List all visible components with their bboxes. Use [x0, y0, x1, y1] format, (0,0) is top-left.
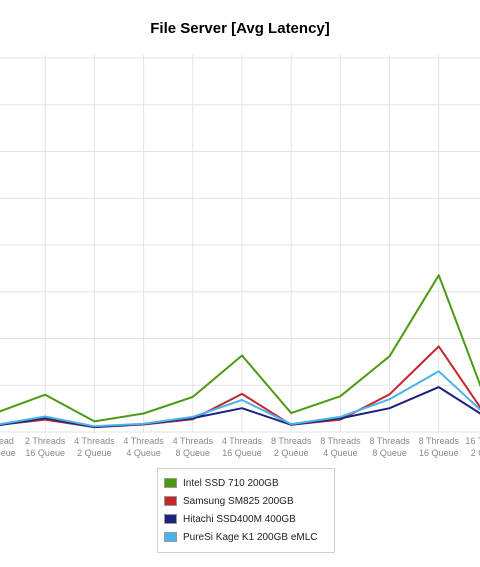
chart-title: File Server [Avg Latency] [150, 20, 330, 37]
x-tick-label: 2 Threads 16 Queue [25, 436, 66, 458]
x-tick-label: 4 Threads 2 Queue [74, 436, 115, 458]
series-lines [0, 274, 480, 429]
legend-swatch [164, 514, 177, 524]
legend-label: Hitachi SSD400M 400GB [183, 513, 296, 525]
legend-label: Intel SSD 710 200GB [183, 477, 279, 489]
x-tick-label: 4 Threads 4 Queue [123, 436, 164, 458]
legend-swatch [164, 478, 177, 488]
legend-label: PureSi Kage K1 200GB eMLC [183, 531, 318, 543]
series-line-1 [0, 274, 480, 423]
x-tick-label: 4 Threads 8 Queue [173, 436, 214, 458]
grid [0, 55, 480, 433]
x-tick-label: 8 Threads 8 Queue [369, 436, 410, 458]
legend-swatch [164, 496, 177, 506]
x-tick-label: 4 Threads 16 Queue [222, 436, 263, 458]
x-tick-label: 8 Threads 4 Queue [320, 436, 361, 458]
legend: Intel SSD 710 200GB Samsung SM825 200GB Hi… [157, 468, 335, 553]
legend-item: Hitachi SSD400M 400GB [164, 510, 328, 528]
legend-item: PureSi Kage K1 200GB eMLC [164, 528, 328, 546]
x-tick-label: 1 Thread16 Queue [0, 436, 16, 458]
series-line-4 [0, 370, 480, 428]
legend-label: Samsung SM825 200GB [183, 495, 294, 507]
x-tick-label: 8 Threads 16 Queue [419, 436, 460, 458]
legend-swatch [164, 532, 177, 542]
legend-item: Intel SSD 710 200GB [164, 474, 328, 492]
legend-item: Samsung SM825 200GB [164, 492, 328, 510]
x-tick-label: 8 Threads 2 Queue [271, 436, 312, 458]
series-line-3 [0, 386, 480, 429]
series-line-2 [0, 345, 480, 429]
